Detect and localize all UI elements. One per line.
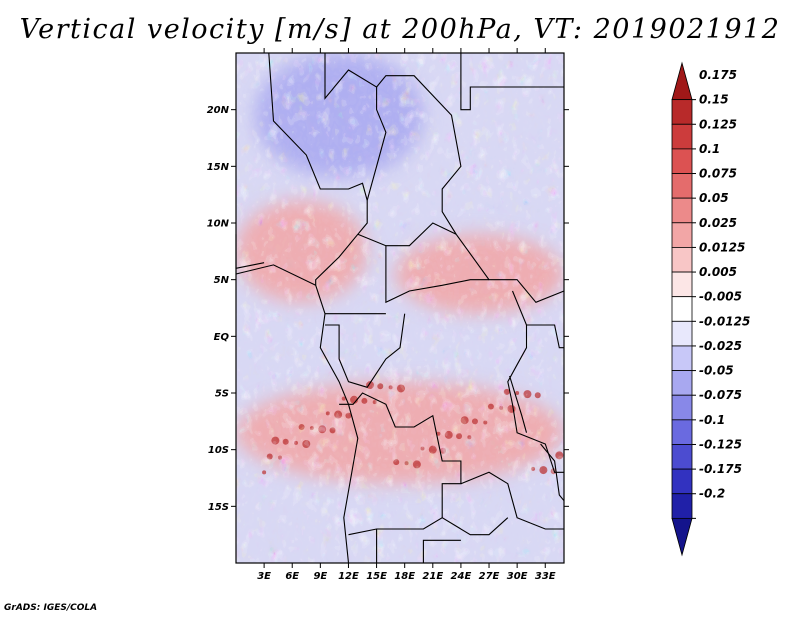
colorbar-label: -0.2 <box>699 487 725 501</box>
border-line <box>460 471 564 530</box>
border-line <box>339 392 462 536</box>
border-line <box>441 517 509 536</box>
border-line <box>268 52 368 201</box>
colorbar-label: 0.005 <box>699 265 737 279</box>
x-tick-label: 9E <box>313 571 327 582</box>
colorbar-swatch <box>671 247 693 273</box>
colorbar-label: -0.1 <box>699 413 725 427</box>
colorbar-swatch <box>671 320 693 347</box>
border-line <box>315 53 387 286</box>
colorbar-swatch <box>671 222 693 248</box>
colorbar-label: 0.0125 <box>699 240 745 254</box>
colorbar-label: -0.005 <box>699 290 742 304</box>
colorbar-label: 0.125 <box>699 117 737 131</box>
colorbar-swatch <box>671 345 693 371</box>
chart-title: Vertical velocity [m/s] at 200hPa, VT: 2… <box>19 14 781 45</box>
y-tick-label: 15N <box>207 162 230 173</box>
colorbar-swatch <box>671 123 693 150</box>
colorbar-swatch <box>671 99 693 125</box>
y-tick-label: 10S <box>208 445 229 456</box>
x-tick-label: 33E <box>535 571 556 582</box>
x-tick-label: 15E <box>366 571 387 582</box>
y-tick-label: 20N <box>207 105 230 116</box>
x-tick-label: 12E <box>338 571 359 582</box>
y-tick-label: 5N <box>214 275 230 286</box>
grads-credit: GrADS: IGES/COLA <box>4 603 98 613</box>
border-line <box>357 222 457 247</box>
y-tick-label: 5S <box>215 389 229 400</box>
colorbar-swatch <box>671 197 693 224</box>
colorbar-swatch <box>671 370 693 396</box>
map-frame <box>235 52 565 564</box>
colorbar-label: 0.05 <box>699 191 729 205</box>
border-line <box>376 75 565 303</box>
colorbar-swatch <box>671 271 693 298</box>
colorbar-swatch <box>671 444 693 470</box>
colorbar-label: 0.1 <box>699 142 720 156</box>
border-line <box>325 313 406 388</box>
border-line <box>460 53 564 111</box>
colorbar-swatch <box>671 517 693 557</box>
colorbar-swatch <box>671 61 693 101</box>
x-tick-label: 3E <box>257 571 271 582</box>
border-line <box>507 290 564 473</box>
colorbar: 0.175 0.15 0.125 0.1 0.075 0.05 0.025 0.0125 0.0… <box>671 61 750 557</box>
colorbar-label: -0.175 <box>699 462 742 476</box>
colorbar-swatch <box>671 296 693 322</box>
lake-tanganyika-outline <box>509 375 528 433</box>
border-line <box>526 324 564 349</box>
colorbar-label: 0.025 <box>699 216 737 230</box>
colorbar-label: -0.075 <box>699 388 742 402</box>
x-tick-label: 21E <box>422 571 443 582</box>
y-tick-label: 10N <box>207 219 230 230</box>
x-tick-label: 18E <box>394 571 415 582</box>
x-tick-label: 6E <box>285 571 299 582</box>
plot-area <box>236 53 564 563</box>
border-line <box>385 245 489 304</box>
colorbar-swatch <box>671 468 693 495</box>
x-tick-label: 24E <box>451 571 472 582</box>
y-tick-label: EQ <box>214 332 230 343</box>
border-line <box>422 539 461 563</box>
x-tick-label: 27E <box>479 571 500 582</box>
y-axis: 20N 15N 10N 5N EQ 5S 10S 15S <box>207 105 569 513</box>
colorbar-label: 0.075 <box>699 167 737 181</box>
lake-malawi-outline <box>540 443 565 502</box>
colorbar-swatch <box>671 419 693 445</box>
colorbar-label: 0.15 <box>699 93 729 107</box>
colorbar-swatch <box>671 148 693 174</box>
colorbar-swatch <box>671 173 693 199</box>
colorbar-label: -0.0125 <box>699 314 750 328</box>
colorbar-label: -0.125 <box>699 437 742 451</box>
colorbar-label: -0.025 <box>699 339 742 353</box>
colorbar-swatch <box>671 493 693 519</box>
field-texture <box>236 53 564 563</box>
colorbar-label: -0.05 <box>699 364 734 378</box>
x-tick-label: 30E <box>507 571 528 582</box>
coastline <box>235 264 359 564</box>
colorbar-label: 0.175 <box>699 68 737 82</box>
y-tick-label: 15S <box>208 502 229 513</box>
colorbar-swatch <box>671 394 693 421</box>
x-axis: 3E 6E 9E 12E 15E 18E 21E 24E 27E 30E 33E <box>257 48 556 582</box>
